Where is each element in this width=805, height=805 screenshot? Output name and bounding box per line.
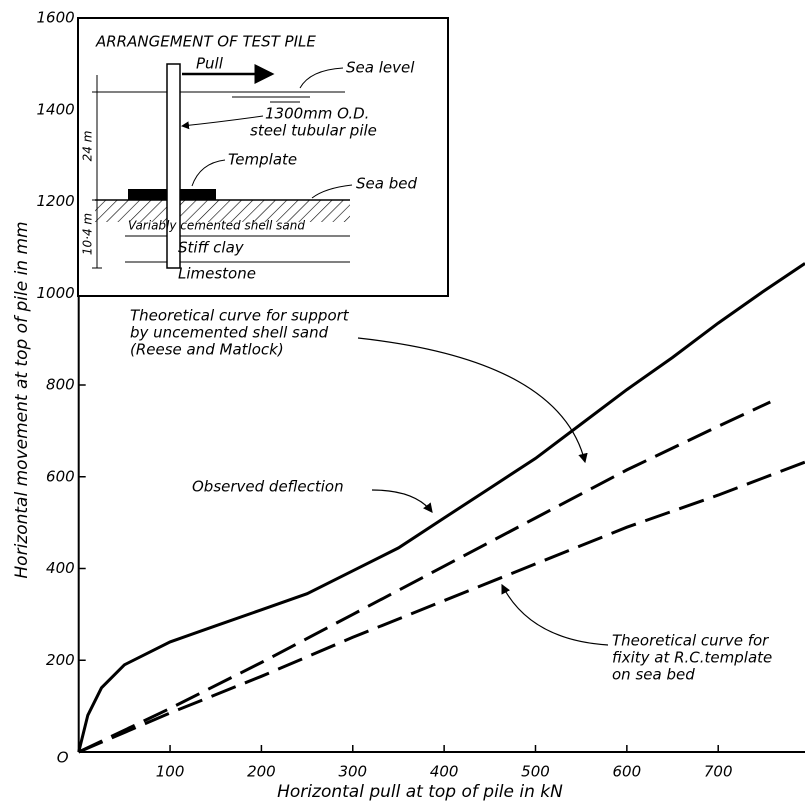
annotation: (Reese and Matlock) — [130, 341, 284, 359]
depth-label: 24 m — [81, 131, 95, 162]
data-line — [78, 460, 805, 754]
pile — [166, 63, 181, 269]
y-tick-label: 400 — [46, 559, 75, 577]
x-tick-label: 700 — [704, 763, 733, 781]
inset-diagram: ARRANGEMENT OF TEST PILE Pull Sea level … — [77, 17, 449, 297]
sand-label: Variably cemented shell sand — [128, 219, 305, 233]
template-label: Template — [228, 151, 297, 169]
x-tick-label: 200 — [247, 763, 276, 781]
y-tick-label: 1600 — [37, 9, 75, 27]
y-tick-label: 1200 — [37, 192, 75, 210]
sea-bed-label: Sea bed — [356, 175, 417, 193]
limestone-label: Limestone — [178, 265, 256, 283]
data-line — [78, 400, 771, 754]
sand-layer — [95, 200, 350, 222]
sea-level-label: Sea level — [346, 59, 415, 77]
annotation: Theoretical curve for — [612, 632, 769, 650]
annotation: Theoretical curve for support — [130, 307, 350, 325]
leader — [299, 67, 344, 89]
annotation-arrow — [501, 583, 609, 646]
annotation: Observed deflection — [192, 478, 344, 496]
pile-label: steel tubular pile — [250, 122, 377, 140]
inset-title: ARRANGEMENT OF TEST PILE — [95, 33, 316, 51]
x-tick-label: 600 — [613, 763, 642, 781]
pile-label: 1300mm O.D. — [265, 105, 369, 123]
pull-label: Pull — [196, 55, 224, 73]
y-tick-label: 600 — [46, 467, 75, 485]
annotation-arrow — [357, 337, 588, 464]
annotation: by uncemented shell sand — [130, 324, 329, 342]
x-tick-label: 500 — [521, 763, 550, 781]
annotation-arrow — [371, 489, 433, 513]
y-tick-label: 800 — [46, 376, 75, 394]
leader — [191, 159, 226, 187]
x-tick-label: 100 — [156, 763, 185, 781]
leader — [311, 184, 353, 199]
clay-label: Stiff clay — [178, 239, 245, 257]
y-axis-label: Horizontal movement at top of pile in mm — [12, 221, 32, 578]
data-line — [77, 262, 805, 753]
x-tick-label: 400 — [430, 763, 459, 781]
x-axis-label: Horizontal pull at top of pile in kN — [277, 782, 563, 802]
annotation: fixity at R.C.template — [612, 649, 772, 667]
y-tick-label: 1000 — [37, 284, 75, 302]
x-tick-label: O — [57, 749, 69, 767]
depth-label: 10·4 m — [81, 213, 95, 255]
leader — [181, 115, 264, 130]
y-tick-label: 1400 — [37, 100, 75, 118]
x-tick-label: 300 — [338, 763, 367, 781]
annotation: on sea bed — [612, 666, 695, 684]
y-tick-label: 200 — [46, 651, 75, 669]
